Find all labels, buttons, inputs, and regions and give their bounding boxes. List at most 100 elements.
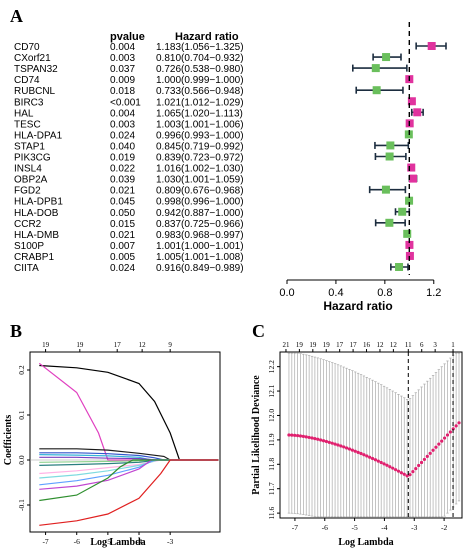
panel-c-x-axis-label: Log Lambda [338,537,393,548]
pvalue-cell: 0.022 [110,164,135,175]
top-tick-label: 6 [420,341,424,349]
gene-label: PIK3CG [14,153,51,164]
forest-x-tick-label: 1.2 [426,287,441,299]
y-tick-label: 11.7 [267,482,276,495]
pvalue-cell: 0.024 [110,263,135,274]
deviance-point [313,437,317,441]
deviance-point [379,460,383,465]
deviance-point [425,454,429,458]
pvalue-cell: 0.003 [110,53,135,64]
deviance-point [376,459,380,463]
deviance-point [402,472,406,476]
forest-x-tick-label: 0.8 [377,287,392,299]
deviance-point [445,433,450,437]
hazard-ratio-cell: 1.000(0.999−1.000) [156,75,244,86]
gene-label: CIITA [14,263,39,274]
deviance-point [368,455,372,459]
hazard-ratio-cell: 1.005(1.001−1.008) [156,252,244,263]
x-tick-label: -6 [74,537,80,546]
deviance-point [382,462,386,466]
y-tick-label: 0.2 [17,365,26,375]
gene-label: HLA-DPA1 [14,130,63,141]
deviance-point [434,445,438,449]
hazard-ratio-marker [403,229,412,238]
deviance-point [399,471,403,475]
hazard-ratio-cell: 1.003(1.001−1.006) [156,119,244,130]
panel-b-label: B [10,321,22,341]
pvalue-cell: 0.037 [110,64,135,75]
deviance-point [365,454,369,458]
pvalue-cell: 0.045 [110,197,135,208]
top-tick-label: 17 [336,341,344,349]
hazard-ratio-header: Hazard ratio [175,31,239,43]
gene-label: HLA-DOB [14,208,59,219]
pvalue-cell: 0.024 [110,130,135,141]
pvalue-cell: 0.007 [110,241,135,252]
deviance-point [295,434,300,438]
coefficient-path [39,364,219,461]
deviance-point [298,434,303,438]
gene-label: CD74 [14,75,40,86]
top-tick-label: 19 [296,341,304,349]
deviance-point [408,473,412,477]
pvalue-cell: 0.004 [110,108,135,119]
hazard-ratio-marker [405,196,414,205]
x-tick-label: -5 [105,537,111,546]
hazard-ratio-cell: 0.809(0.676−0.968) [156,186,244,197]
hazard-ratio-cell: 0.839(0.723−0.972) [156,153,244,164]
deviance-point [422,457,427,462]
hazard-ratio-cell: 0.998(0.996−1.000) [156,197,244,208]
pvalue-cell: 0.015 [110,219,135,230]
pvalue-cell: 0.003 [110,119,135,130]
hazard-ratio-cell: 1.030(1.001−1.059) [156,175,244,186]
hazard-ratio-marker [405,251,414,260]
gene-label: HLA-DMB [14,230,59,241]
coefficient-plot: -7 -6 -5 -4 -3 -0.1 0.0 0.1 0.2 19 19 17 12 9 [17,341,221,546]
deviance-point [345,446,349,450]
top-tick-label: 19 [323,341,331,349]
hazard-ratio-marker [413,108,422,117]
deviance-point [324,439,329,444]
gene-label: INSL4 [14,164,42,175]
hazard-ratio-cell: 0.733(0.566−0.948) [156,86,244,97]
pvalue-cell: 0.018 [110,86,135,97]
hazard-ratio-cell: 0.726(0.538−0.980) [156,64,244,75]
hazard-ratio-cell: 0.942(0.887−1.000) [156,208,244,219]
gene-label: HLA-DPB1 [14,197,63,208]
hazard-ratio-cell: 0.810(0.704−0.932) [156,53,244,64]
panel-a-label: A [10,6,23,26]
deviance-point [330,441,334,445]
gene-label: CRABP1 [14,252,54,263]
y-tick-label: 12.0 [267,409,276,422]
pvalue-cell: 0.039 [110,175,135,186]
hazard-ratio-cell: 0.837(0.725−0.966) [156,219,244,230]
deviance-point [287,433,291,437]
coefficient-path [39,459,219,526]
deviance-point [316,437,320,441]
y-tick-label: 12.1 [267,384,276,397]
x-tick-label: -7 [42,537,48,546]
deviance-point [339,444,343,448]
forest-x-tick-label: 0.0 [279,287,294,299]
deviance-point [440,439,444,443]
gene-label: BIRC3 [14,97,44,108]
x-tick-label: -5 [351,523,357,532]
hazard-ratio-cell: 0.845(0.719−0.992) [156,141,244,152]
panel-a-forest-plot: A pvalue Hazard ratio CD70 0.004 1.183(1.0… [10,6,447,313]
hazard-ratio-cell: 1.016(1.002−1.030) [156,164,244,175]
deviance-point [388,465,392,469]
forest-x-axis-label: Hazard ratio [323,299,392,313]
deviance-point [443,436,447,440]
y-tick-label: 11.8 [267,458,276,471]
deviance-point [448,430,452,434]
y-tick-label: 0.0 [17,455,26,465]
deviance-point [391,466,395,470]
hazard-ratio-marker [398,207,407,216]
pvalue-cell: <0.001 [110,97,141,108]
x-tick-label: -4 [381,523,387,532]
panel-c-label: C [252,321,265,341]
deviance-point [347,447,352,451]
coefficient-path [38,362,219,461]
